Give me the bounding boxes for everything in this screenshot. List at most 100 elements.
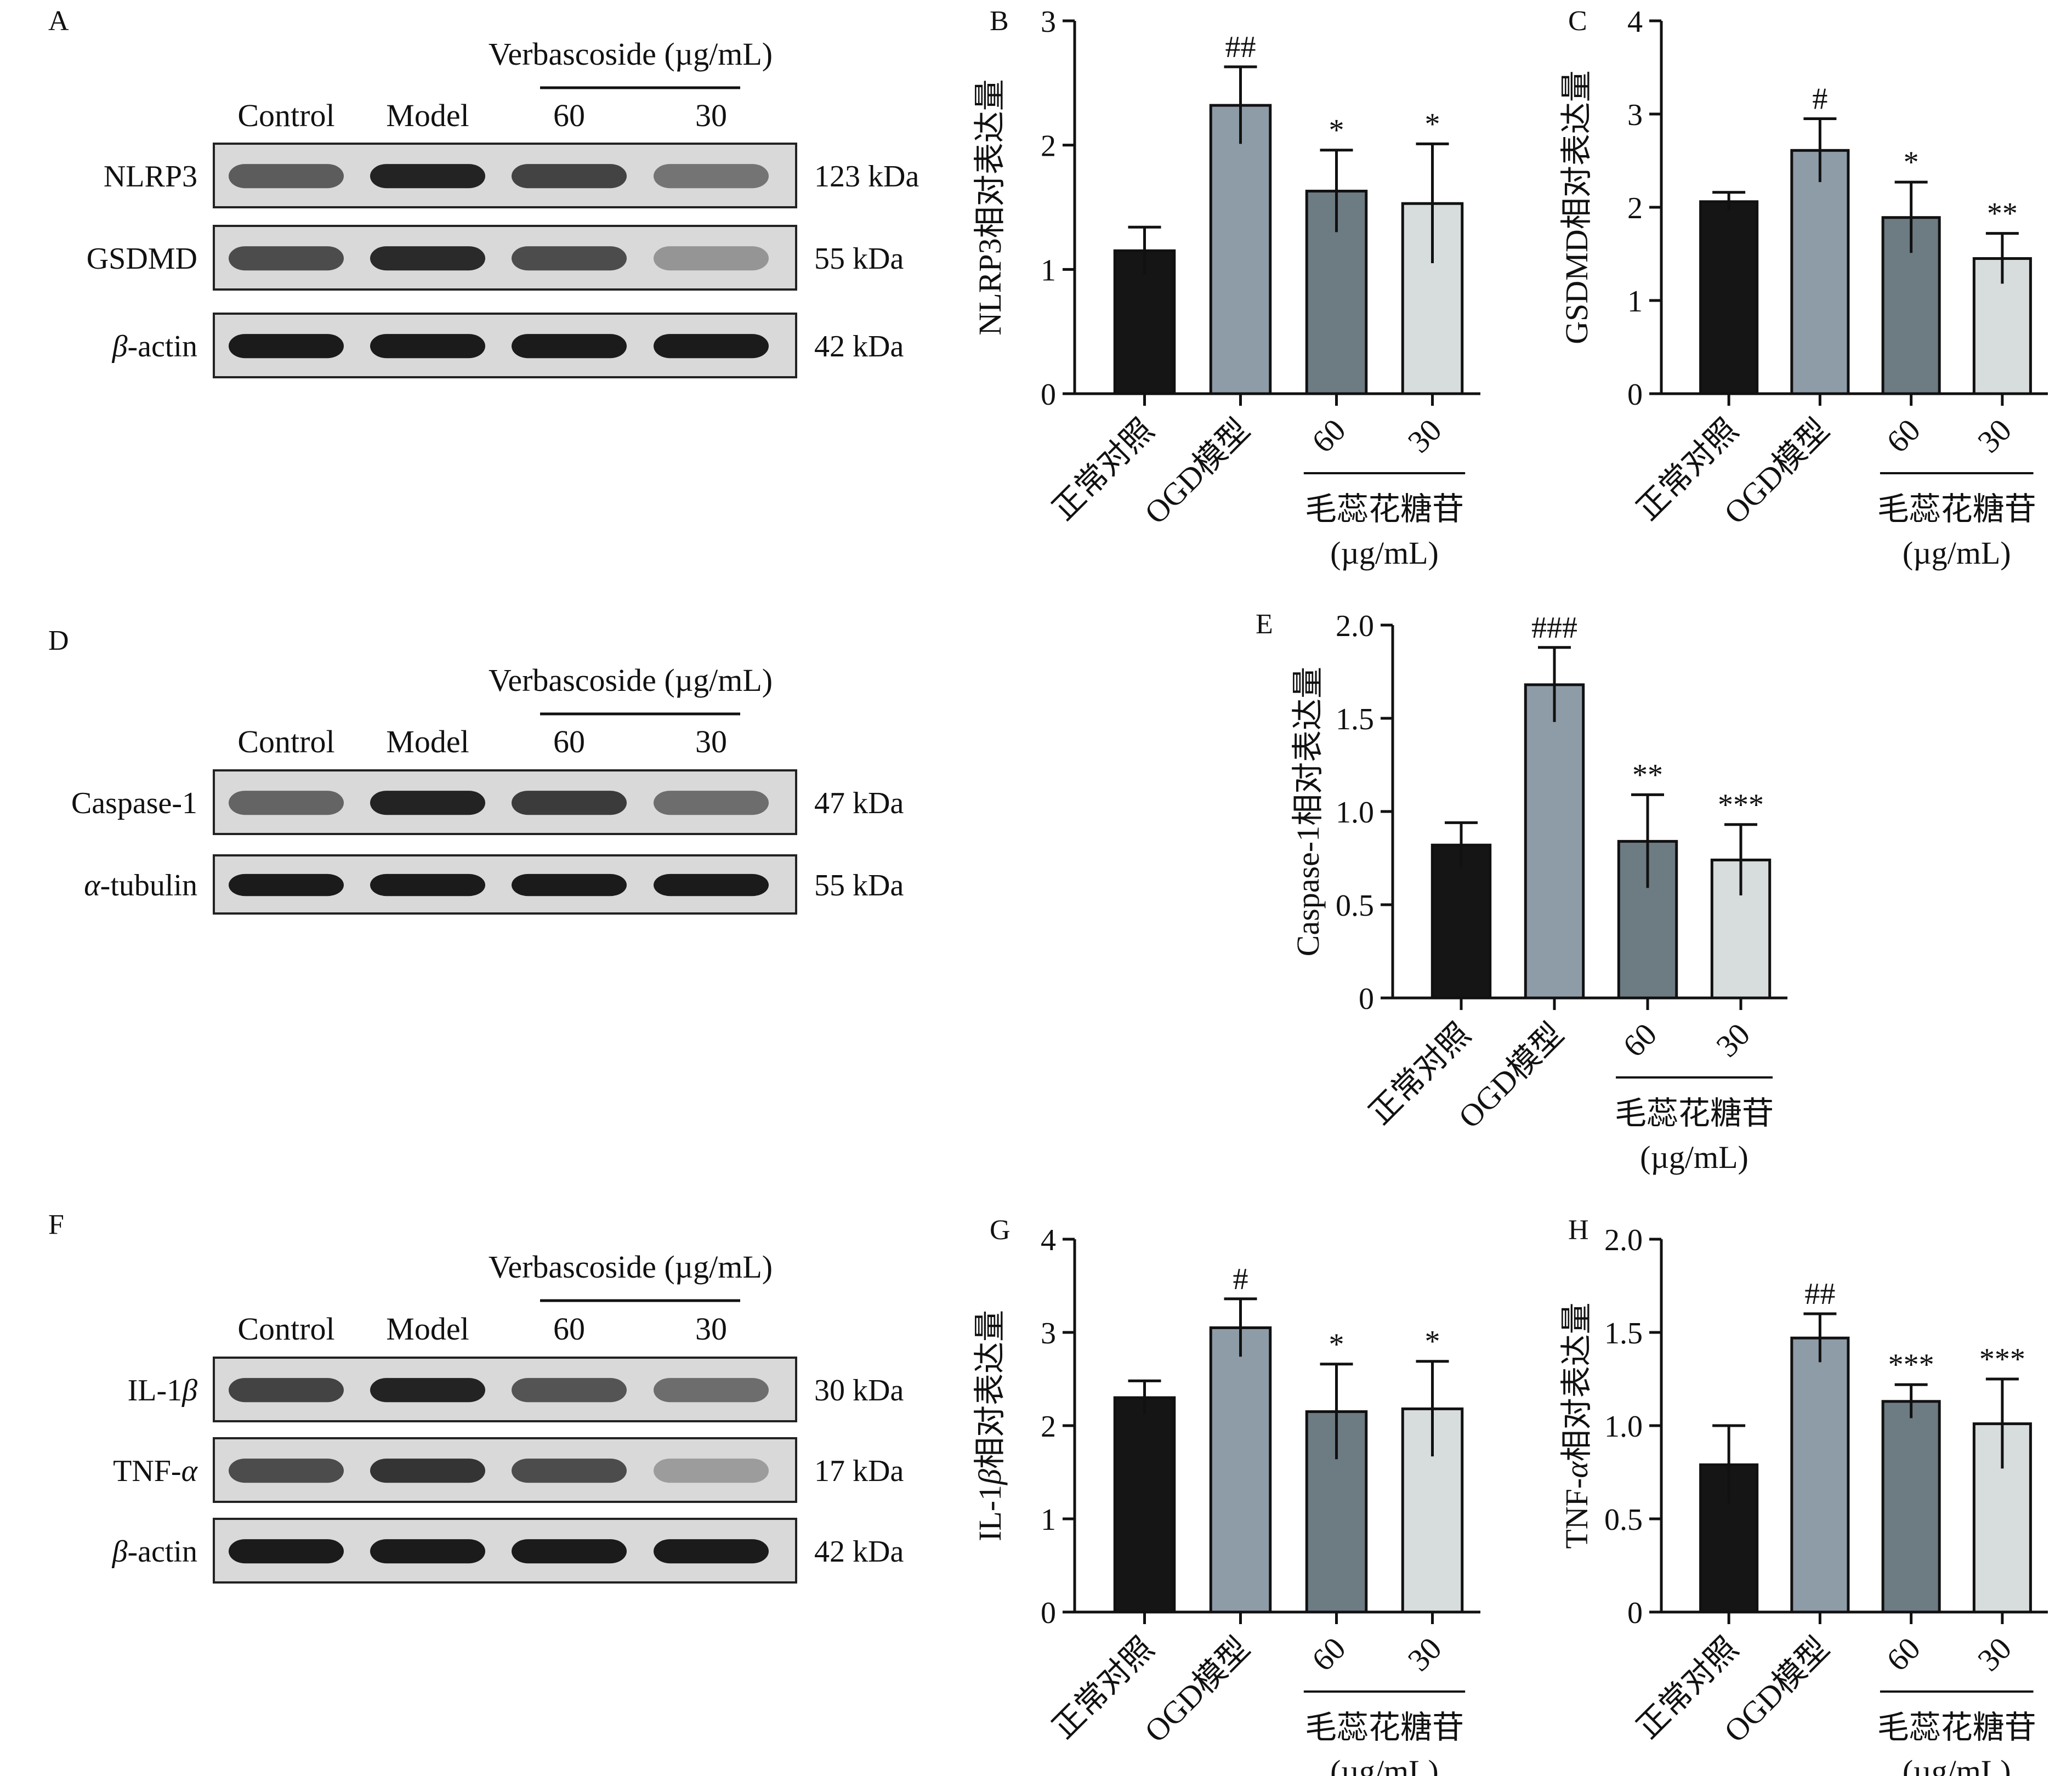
y-tick-label: 4 <box>1041 1223 1056 1257</box>
significance-marker: ** <box>1987 197 2018 231</box>
bar <box>1209 104 1272 395</box>
blot-row: Caspase-1 47 kDa <box>71 769 904 835</box>
lane-label: 30 <box>695 1311 727 1347</box>
blot-band <box>229 164 344 189</box>
panel-letter: B <box>990 5 1009 37</box>
x-tick-label: 60 <box>1880 412 1927 459</box>
y-tick-label: 1.5 <box>1336 702 1374 736</box>
blot-panel-D: D Verbascoside (µg/mL) Control Model 60 30 Cas… <box>48 625 904 915</box>
panel-letter: C <box>1568 5 1587 37</box>
significance-marker: ## <box>1225 30 1256 64</box>
significance-marker: ### <box>1531 611 1577 645</box>
molecular-weight: 42 kDa <box>814 330 904 364</box>
panel-letter: H <box>1568 1215 1589 1246</box>
y-axis: 0 1 2 3 4 <box>1041 1223 1076 1630</box>
bar-group: ** 60 <box>1616 758 1678 1064</box>
blot-band <box>370 1378 485 1403</box>
blot-row: IL-1β 30 kDa <box>128 1357 904 1422</box>
bar <box>1699 200 1759 395</box>
blot-band <box>370 1459 485 1483</box>
blot-band <box>229 791 344 815</box>
protein-label: TNF-α <box>113 1454 198 1488</box>
y-axis: 0 1 2 3 4 <box>1627 5 1663 412</box>
group-unit: (µg/mL) <box>1330 535 1439 571</box>
lane-label: 30 <box>695 724 727 759</box>
molecular-weight: 47 kDa <box>814 786 904 820</box>
molecular-weight: 30 kDa <box>814 1374 904 1408</box>
bar-group: *** 30 <box>1971 1342 2032 1678</box>
bar-group: * 60 <box>1305 1327 1368 1678</box>
x-tick-label: 30 <box>1971 412 2018 459</box>
protein-label: GSDMD <box>87 242 197 276</box>
bar <box>1113 249 1176 395</box>
protein-label: IL-1β <box>128 1374 198 1408</box>
bar-group: * 60 <box>1880 145 1941 459</box>
blot-band <box>654 246 769 271</box>
protein-label: Caspase-1 <box>71 786 197 820</box>
y-tick-label: 4 <box>1627 5 1643 39</box>
blot-band <box>512 164 627 189</box>
blot-row: α-tubulin 55 kDa <box>84 854 904 915</box>
y-tick-label: 0 <box>1041 378 1056 412</box>
bar-group: 正常对照 <box>1362 821 1492 1131</box>
y-tick-label: 0 <box>1627 378 1643 412</box>
lane-label: 30 <box>695 98 727 133</box>
y-axis-label: NLRP3相对表达量 <box>972 79 1008 335</box>
treatment-label: Verbascoside (µg/mL) <box>489 36 773 72</box>
bar <box>1790 1336 1850 1614</box>
molecular-weight: 42 kDa <box>814 1535 904 1569</box>
blot-band <box>654 1459 769 1483</box>
y-tick-label: 2 <box>1041 1410 1056 1444</box>
y-axis-label: GSDMD相对表达量 <box>1559 70 1594 344</box>
y-tick-label: 3 <box>1041 1317 1056 1351</box>
x-tick-label: 60 <box>1305 412 1353 459</box>
lane-label: 60 <box>553 98 585 133</box>
blot-band <box>370 1539 485 1564</box>
blot-panel-F: F Verbascoside (µg/mL) Control Model 60 30 IL-… <box>48 1209 904 1584</box>
y-tick-label: 1 <box>1627 285 1643 319</box>
group-label: 毛蕊花糖苷 <box>1305 491 1464 527</box>
molecular-weight: 123 kDa <box>814 160 919 194</box>
x-tick-label: 60 <box>1305 1630 1353 1678</box>
blot-band <box>370 791 485 815</box>
y-tick-label: 2 <box>1041 129 1056 163</box>
blot-band <box>370 873 485 896</box>
significance-marker: * <box>1329 114 1344 147</box>
panel-letter: A <box>48 5 69 37</box>
group-unit: (µg/mL) <box>1903 1754 2011 1776</box>
panel-letter: G <box>990 1215 1011 1246</box>
significance-marker: * <box>1425 1325 1440 1359</box>
lane-label: 60 <box>553 1311 585 1347</box>
group-unit: (µg/mL) <box>1330 1754 1439 1776</box>
treatment-label: Verbascoside (µg/mL) <box>489 662 773 698</box>
y-axis: 0 0.5 1.0 1.5 2.0 <box>1336 609 1394 1016</box>
chart-panel-C: C01234GSDMD相对表达量正常对照#OGD模型*60**30毛蕊花糖苷(µ… <box>1559 5 2048 571</box>
protein-label: NLRP3 <box>104 160 197 194</box>
significance-marker: # <box>1812 82 1827 116</box>
bar-group: 正常对照 <box>1046 225 1176 527</box>
bar-group: * 30 <box>1401 1325 1464 1678</box>
treatment-label: Verbascoside (µg/mL) <box>489 1249 773 1285</box>
molecular-weight: 55 kDa <box>814 869 904 903</box>
significance-marker: * <box>1329 1327 1344 1361</box>
chart-panel-G: G 0 1 2 3 4 IL-1β相对表达量 正常对照 # OGD模型 * 60 * 30 毛蕊花糖苷 (µg… <box>972 1215 1480 1776</box>
lane-label: Model <box>386 724 469 759</box>
lane-label: Control <box>237 98 334 133</box>
blot-row: GSDMD 55 kDa <box>87 225 904 291</box>
blot-band <box>512 1378 627 1403</box>
chart-panel-H: H00.51.01.52.0TNF-α相对表达量正常对照##OGD模型***60… <box>1559 1215 2048 1776</box>
x-tick-label: 30 <box>1709 1016 1757 1064</box>
y-tick-label: 0 <box>1627 1596 1643 1630</box>
bar-group: ** 30 <box>1971 197 2032 459</box>
chart-panel-E: E00.51.01.52.0Caspase-1相对表达量正常对照###OGD模型… <box>1256 609 1787 1175</box>
lane-label: Control <box>237 724 334 759</box>
y-tick-label: 1.0 <box>1336 796 1374 830</box>
panel-letter: F <box>48 1209 64 1240</box>
significance-marker: ## <box>1804 1277 1835 1311</box>
group-label: 毛蕊花糖苷 <box>1615 1096 1774 1131</box>
y-tick-label: 1.0 <box>1604 1410 1643 1444</box>
x-tick-label: OGD模型 <box>1138 1630 1257 1749</box>
panel-letter: D <box>48 625 69 656</box>
blot-band <box>229 1378 344 1403</box>
